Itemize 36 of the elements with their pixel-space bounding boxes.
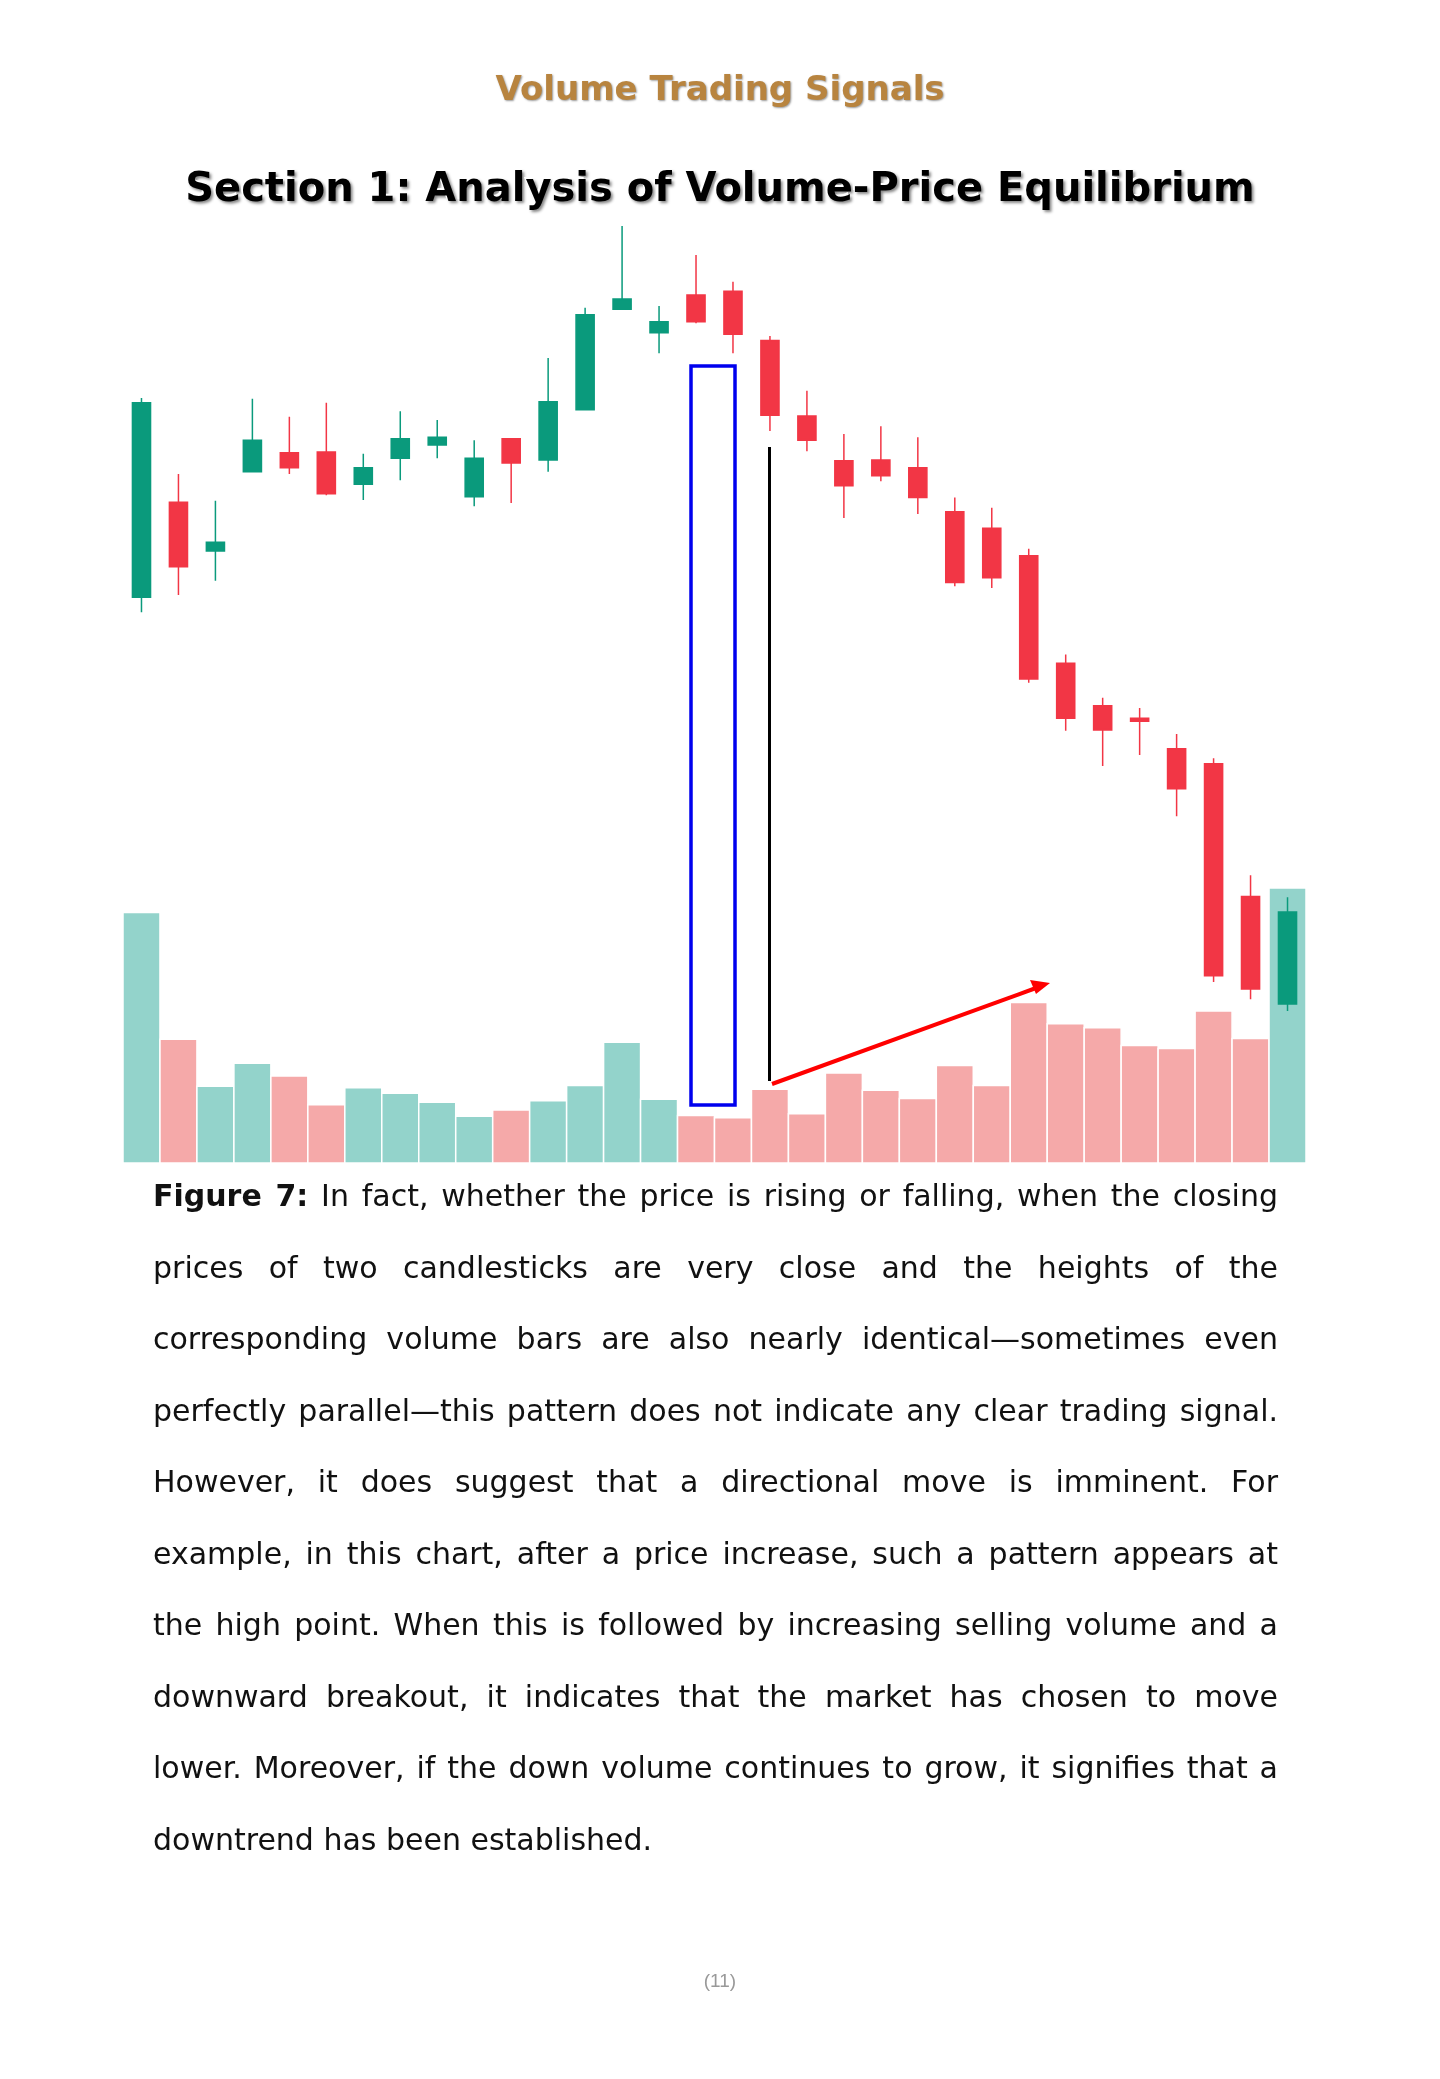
candlestick — [242, 397, 263, 473]
candlestick — [390, 410, 411, 482]
candlestick — [168, 473, 189, 596]
candlestick — [464, 439, 485, 507]
candlestick — [1166, 733, 1187, 818]
candlestick — [131, 397, 152, 613]
candlestick — [1203, 757, 1224, 983]
candlestick — [1129, 707, 1150, 756]
candlestick — [723, 280, 743, 354]
candlestick — [501, 437, 521, 504]
candlestick — [1018, 547, 1039, 684]
text: Figure 7: In fact, whether the price is rising or falling, when the closing prices of two candlesticks are very close and the heights of the corresponding volume bars are also nearly identical—sometimes even perfectly parallel—this pattern does not indicate any clear trading signal. However, it does suggest that a directional move is imminent. For example, in this chart, after a price increase, such a pattern appears at the high point. When this is followed by increasing selling volume and a downward breakout, it indicates that the market has chosen to move lower. Moreover, if the down volume continues to grow, it signifies that a downtrend has been established. — [153, 1178, 1278, 1857]
candlestick — [908, 436, 928, 515]
candlestick — [944, 496, 965, 588]
chart-title: Volume Trading Signals — [494, 68, 946, 108]
candlestick — [649, 305, 669, 354]
candlestick — [1092, 697, 1113, 767]
candlestick — [353, 452, 374, 501]
candlestick — [871, 425, 891, 482]
candlestick — [427, 419, 448, 460]
candlestick — [981, 507, 1002, 589]
candlestick — [612, 226, 632, 310]
candlestick — [1277, 896, 1298, 1011]
candlestick — [279, 416, 300, 475]
candlestick — [760, 335, 780, 432]
candlestick — [686, 254, 706, 325]
candlestick — [538, 357, 558, 473]
candlestick — [1240, 874, 1261, 1000]
text: (11) — [702, 1970, 738, 1992]
candlestick — [205, 500, 226, 582]
candlestick — [797, 390, 817, 453]
candlestick — [1055, 653, 1076, 732]
candlestick — [834, 433, 854, 519]
chart-subtitle: Section 1: Analysis of Volume-Price Equilibrium — [184, 164, 1256, 210]
candlestick — [575, 306, 595, 411]
candlestick — [316, 401, 337, 497]
